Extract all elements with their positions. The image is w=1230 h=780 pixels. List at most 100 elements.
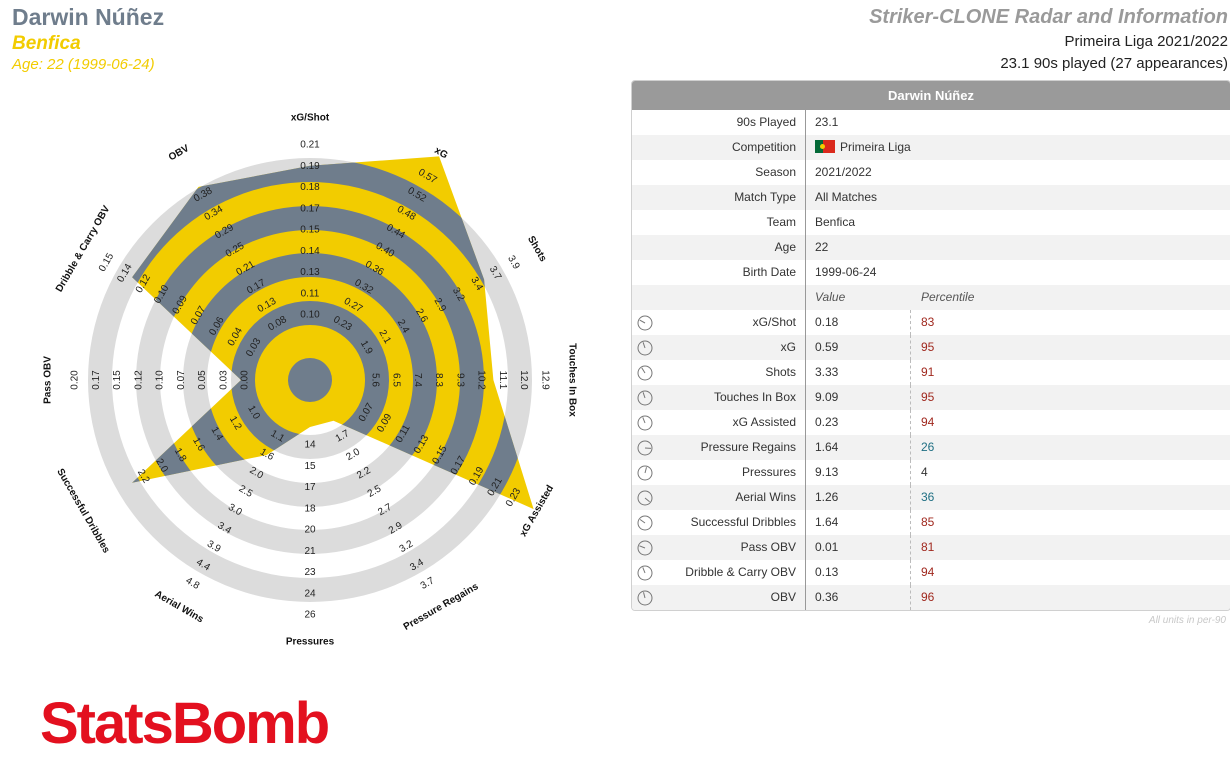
stat-label: xG Assisted	[732, 415, 796, 429]
info-value: 22	[815, 235, 828, 260]
stat-value: 0.18	[815, 315, 839, 329]
stat-value: 3.33	[815, 365, 839, 379]
axis-label: Pass OBV	[43, 356, 54, 404]
stat-percentile: 91	[921, 365, 935, 379]
stat-label: Shots	[765, 365, 796, 379]
percentile-dial-icon	[637, 365, 653, 381]
info-value: 23.1	[815, 110, 838, 135]
info-value-text: All Matches	[815, 190, 878, 204]
tick-label: 20	[304, 525, 316, 536]
stat-percentile: 4	[921, 465, 928, 479]
stat-header-row: Value Percentile	[632, 285, 1230, 310]
stat-label: Pressures	[741, 465, 796, 479]
info-value-text: 2021/2022	[815, 165, 872, 179]
column-divider	[805, 560, 806, 585]
info-row: Age 22	[632, 235, 1230, 260]
column-divider	[805, 360, 806, 385]
tick-label: 15	[304, 461, 316, 472]
info-row: Competition Primeira Liga	[632, 135, 1230, 160]
info-row: Match Type All Matches	[632, 185, 1230, 210]
column-divider	[805, 285, 806, 310]
radar-chart: 0.10 0.11 0.13 0.14 0.15 0.17 0.18 0.19 0.21 xG/S…	[43, 113, 578, 648]
stat-value: 0.23	[815, 415, 839, 429]
info-value-text: 23.1	[815, 115, 839, 129]
info-row: 90s Played 23.1	[632, 110, 1230, 135]
tick-label: 9.3	[454, 373, 465, 387]
player-age: Age: 22 (1999-06-24)	[12, 56, 155, 73]
percentile-column-header: Percentile	[921, 290, 975, 304]
info-value: 2021/2022	[815, 160, 872, 185]
info-label: Team	[766, 215, 796, 229]
tick-label: 0.07	[176, 370, 187, 390]
column-divider	[805, 310, 806, 335]
dashed-divider	[910, 535, 911, 560]
stat-value: 9.09	[815, 390, 839, 404]
tick-label: 0.10	[155, 370, 166, 390]
column-divider	[805, 485, 806, 510]
stat-percentile: 96	[921, 590, 935, 604]
tick-label: 17	[304, 482, 316, 493]
tick-label: 0.15	[97, 251, 116, 274]
stat-label: Pressure Regains	[700, 440, 796, 454]
column-divider	[805, 410, 806, 435]
dashed-divider	[910, 585, 911, 610]
tick-label: 8.3	[433, 373, 444, 387]
tick-label: 0.15	[300, 225, 320, 236]
team-name: Benfica	[12, 33, 81, 54]
column-divider	[805, 185, 806, 210]
dashed-divider	[910, 310, 911, 335]
player-name: Darwin Núñez	[12, 4, 165, 30]
stat-label: Aerial Wins	[735, 490, 796, 504]
stat-percentile: 95	[921, 390, 935, 404]
axis-label: Pressures	[286, 637, 335, 648]
stat-row: xG 0.59 95	[632, 335, 1230, 360]
tick-label: 6.5	[391, 373, 402, 387]
percentile-dial-icon	[637, 315, 653, 331]
percentile-dial-icon	[637, 565, 653, 581]
column-divider	[805, 260, 806, 285]
tick-label: 12.9	[539, 370, 550, 390]
dashed-divider	[910, 410, 911, 435]
percentile-dial-icon	[637, 415, 653, 431]
tick-label: 14	[304, 440, 316, 451]
tick-label: 0.13	[300, 267, 320, 278]
tick-label: 24	[304, 588, 316, 599]
table-body: 90s Played 23.1 Competition Primeira Liga Se…	[632, 110, 1230, 610]
stat-value: 0.36	[815, 590, 839, 604]
percentile-dial-icon	[637, 540, 653, 556]
dashed-divider	[910, 510, 911, 535]
stat-label: Successful Dribbles	[690, 515, 796, 529]
value-column-header: Value	[815, 290, 846, 304]
column-divider	[805, 160, 806, 185]
info-label: Birth Date	[742, 265, 796, 279]
tick-label: 3.7	[419, 575, 437, 592]
dashed-divider	[910, 385, 911, 410]
column-divider	[805, 235, 806, 260]
stat-row: Touches In Box 9.09 95	[632, 385, 1230, 410]
axis-label: Successful Dribbles	[54, 467, 112, 556]
column-divider	[805, 210, 806, 235]
stat-value: 0.59	[815, 340, 839, 354]
percentile-dial-icon	[637, 440, 653, 456]
axis-label: Touches In Box	[566, 343, 577, 417]
stat-row: Successful Dribbles 1.64 85	[632, 510, 1230, 535]
axis-label: Pressure Regains	[402, 581, 481, 633]
column-divider	[805, 535, 806, 560]
tick-label: 0.11	[301, 288, 320, 299]
percentile-dial-icon	[637, 590, 653, 606]
tick-label: 0.19	[300, 161, 320, 172]
info-label: Season	[755, 165, 796, 179]
tick-label: 0.18	[300, 182, 320, 193]
axis-label: OBV	[167, 143, 192, 164]
percentile-dial-icon	[637, 515, 653, 531]
stat-row: Pressure Regains 1.64 26	[632, 435, 1230, 460]
column-divider	[805, 385, 806, 410]
tick-label: 26	[304, 610, 316, 621]
info-row: Team Benfica	[632, 210, 1230, 235]
tick-label: 0.21	[300, 140, 320, 151]
tick-label: 3.9	[505, 254, 522, 272]
info-value-text: 22	[815, 240, 829, 254]
info-value-text: Benfica	[815, 215, 856, 229]
tick-label: 0.15	[112, 370, 123, 390]
axis-label: Dribble & Carry OBV	[54, 204, 113, 294]
